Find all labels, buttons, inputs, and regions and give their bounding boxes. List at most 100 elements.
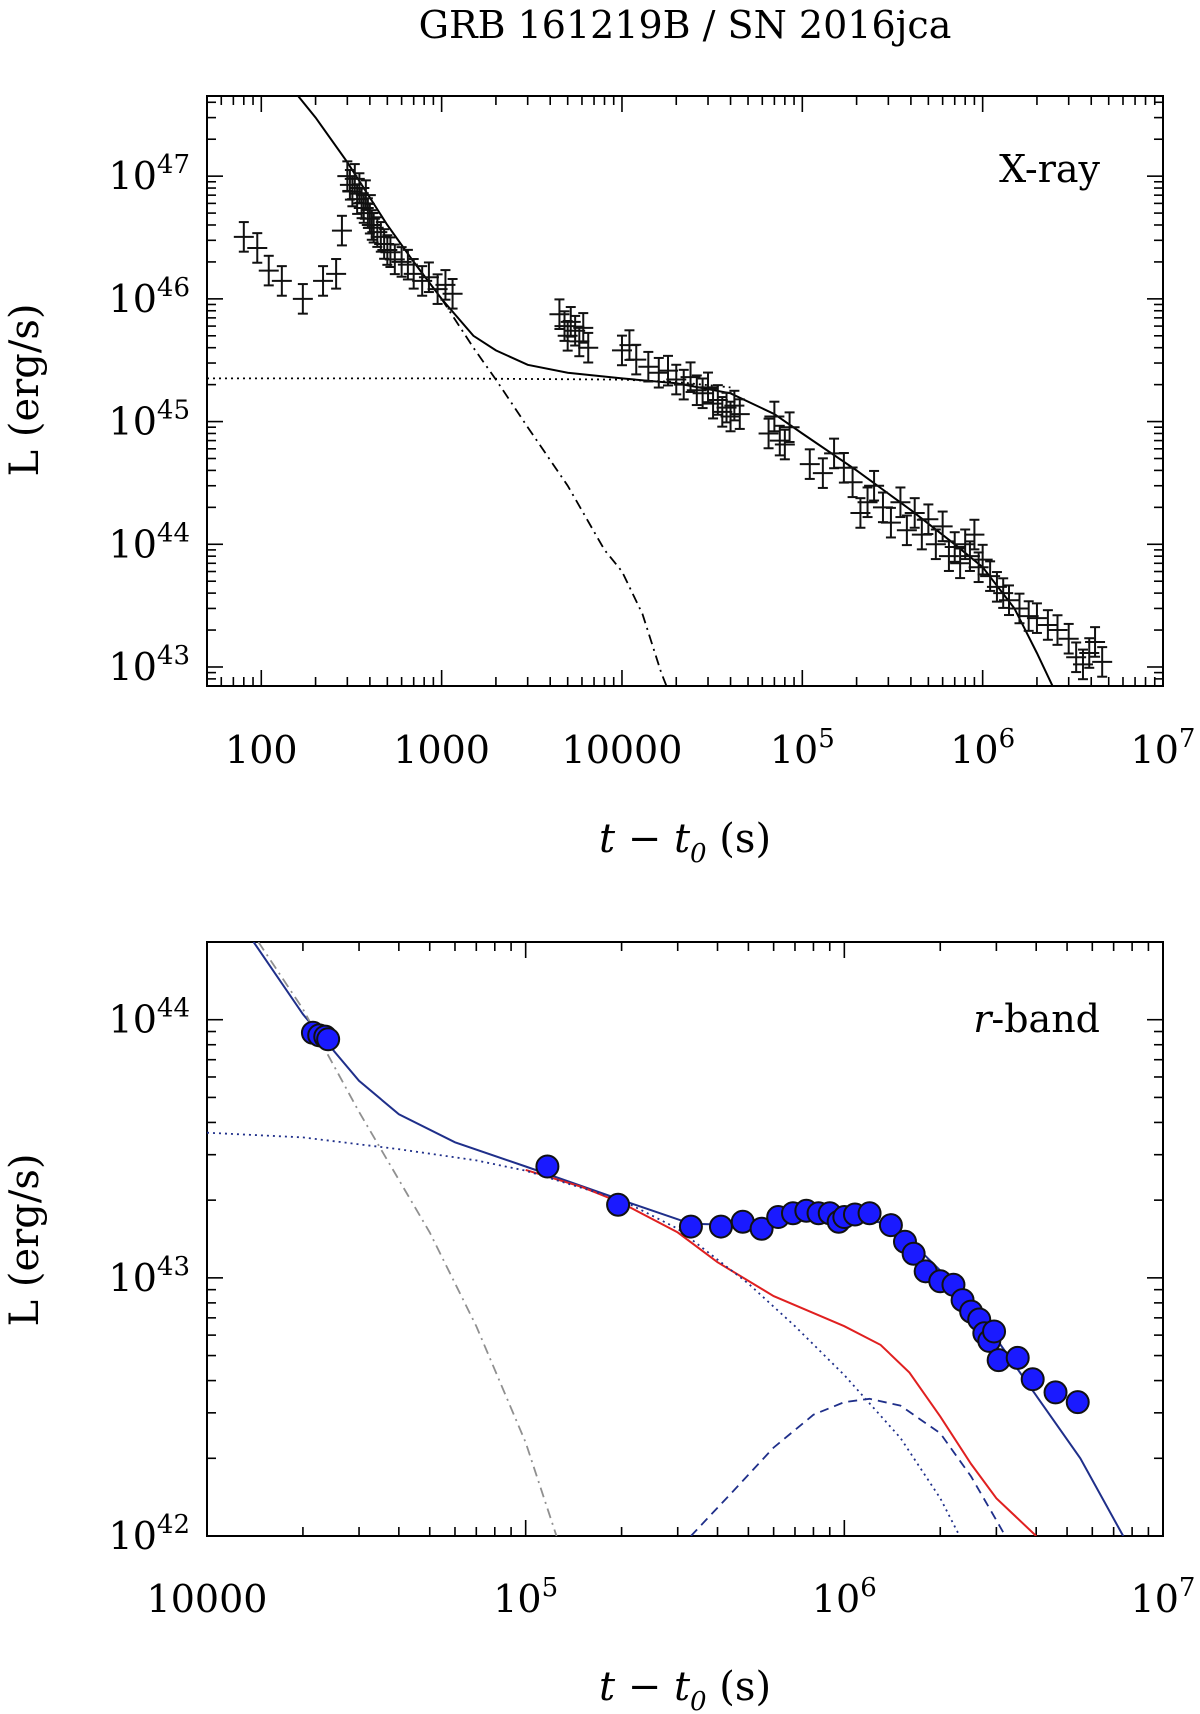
xray-plot-frame [206, 95, 1164, 687]
xray-data-point [925, 528, 946, 561]
xray-data-point [774, 428, 795, 461]
rband-y-tick-label: 1042 [109, 1510, 190, 1558]
xray-x-axis-label: t − t0 (s) [599, 816, 771, 869]
rband-panel-label: r-band [973, 997, 1100, 1041]
xray-data-point [549, 298, 570, 330]
xray-data-point [764, 400, 785, 433]
rband-x-tick-label-exp: 6 [860, 1573, 877, 1603]
rband-data-point [1020, 1367, 1045, 1392]
rband-data-point [857, 1201, 882, 1226]
xray-data-point [698, 371, 719, 404]
rband-model-supernova-component [690, 1397, 1007, 1536]
xray-x-axis-label-sub: 0 [690, 839, 707, 869]
xray-series [207, 96, 1113, 686]
xray-x-tick-label-exp: 6 [999, 724, 1016, 754]
xray-data-point [331, 214, 352, 247]
xray-data-point [573, 312, 594, 344]
rband-x-tick-label-exp: 5 [542, 1573, 559, 1603]
chart-title: GRB 161219B / SN 2016jca [419, 3, 952, 47]
rband-x-tick-label-base: 10 [1131, 1577, 1179, 1621]
xray-ticks [206, 96, 1164, 687]
rband-x-tick-label-exp: 7 [1179, 1573, 1196, 1603]
xray-y-tick-label: 1046 [109, 273, 190, 321]
xray-y-tick-label-base: 10 [109, 400, 157, 444]
xray-data-point [355, 179, 376, 211]
rband-panel-label-rest: -band [991, 997, 1100, 1041]
xray-data-point [812, 457, 833, 489]
xray-tick-labels: 100 1000 10000 105 106 1071043104410451046104… [109, 150, 1196, 772]
rband-y-tick-label: 1043 [109, 1252, 190, 1300]
rband-y-tick-label-exp: 44 [157, 994, 190, 1024]
xray-data-point [418, 261, 439, 294]
rband-x-tick-label: 10000 [147, 1577, 268, 1621]
xray-y-tick-label: 1047 [109, 150, 190, 198]
rband-y-tick-label-exp: 43 [157, 1252, 190, 1282]
xray-data-point [799, 448, 820, 480]
xray-data-point [703, 387, 724, 420]
xray-y-tick-label-base: 10 [109, 522, 157, 566]
rband-data-point [678, 1214, 703, 1239]
rband-data-point [749, 1216, 774, 1241]
xray-y-axis-label: L (erg/s) [2, 304, 48, 477]
xray-data-point [769, 424, 790, 457]
rband-plot-frame [206, 941, 1164, 1537]
xray-data-point [1009, 592, 1030, 625]
xray-data-point [864, 469, 885, 502]
rband-y-axis-label: L (erg/s) [2, 1154, 48, 1327]
xray-x-tick-label: 106 [950, 724, 1015, 772]
xray-y-tick-label-exp: 44 [157, 518, 190, 548]
xray-data-point [779, 411, 800, 443]
xray-y-tick-label-exp: 46 [157, 273, 190, 303]
rband-y-tick-label-base: 10 [109, 998, 157, 1042]
xray-panel: 100 1000 10000 105 106 1071043104410451046104… [2, 95, 1196, 869]
xray-x-tick-label-base: 10 [770, 728, 818, 772]
xray-data-point [950, 547, 971, 580]
rband-data-point [1005, 1345, 1030, 1370]
xray-x-tick-label-base: 10 [1131, 728, 1179, 772]
rband-x-tick-label-base: 10 [493, 1577, 541, 1621]
rband-series [207, 942, 1125, 1536]
rband-y-tick-label-exp: 42 [157, 1510, 190, 1540]
rband-data-point [1043, 1380, 1068, 1405]
xray-x-tick-label: 1000 [393, 728, 490, 772]
xray-data-point [412, 265, 433, 297]
xray-data-point [326, 258, 347, 290]
rband-y-tick-label-base: 10 [109, 1256, 157, 1300]
xray-data-point [258, 254, 279, 287]
rband-x-axis-label-sub: 0 [690, 1687, 707, 1714]
xray-model-power-law-component [440, 298, 668, 686]
xray-data-point [233, 221, 254, 253]
xray-x-tick-label: 107 [1131, 724, 1196, 772]
rband-x-axis-label: t − t0 (s) [599, 1664, 771, 1714]
xray-data-point [1018, 600, 1039, 632]
rband-data-point [982, 1319, 1007, 1344]
rband-data-point [316, 1027, 341, 1052]
xray-y-tick-label-base: 10 [109, 645, 157, 689]
rband-x-tick-label: 106 [812, 1573, 877, 1621]
xray-data-point [857, 486, 878, 519]
xray-data-point [880, 506, 901, 539]
rband-x-tick-label: 107 [1131, 1573, 1196, 1621]
rband-model-afterglow-only [525, 1168, 1037, 1536]
xray-x-tick-label-base: 10 [950, 728, 998, 772]
xray-data-point [972, 543, 993, 576]
xray-x-axis-label-main: t − t [599, 816, 691, 862]
xray-x-tick-label-exp: 7 [1179, 724, 1196, 754]
xray-x-tick-label: 105 [770, 724, 835, 772]
rband-data-point [535, 1154, 560, 1179]
xray-data-point [1079, 637, 1100, 669]
rband-y-tick-label: 1044 [109, 994, 190, 1042]
xray-data-point [964, 518, 985, 551]
xray-model-plateau-component [207, 377, 731, 389]
rband-data-point [1065, 1390, 1090, 1415]
xray-x-axis-label-unit: (s) [707, 816, 771, 862]
rband-ticks [206, 941, 1164, 1537]
xray-data-point [247, 232, 268, 264]
xray-data-point [1092, 646, 1113, 678]
xray-data-point [380, 236, 401, 269]
xray-data-point [692, 377, 713, 410]
xray-panel-label: X-ray [999, 147, 1100, 191]
